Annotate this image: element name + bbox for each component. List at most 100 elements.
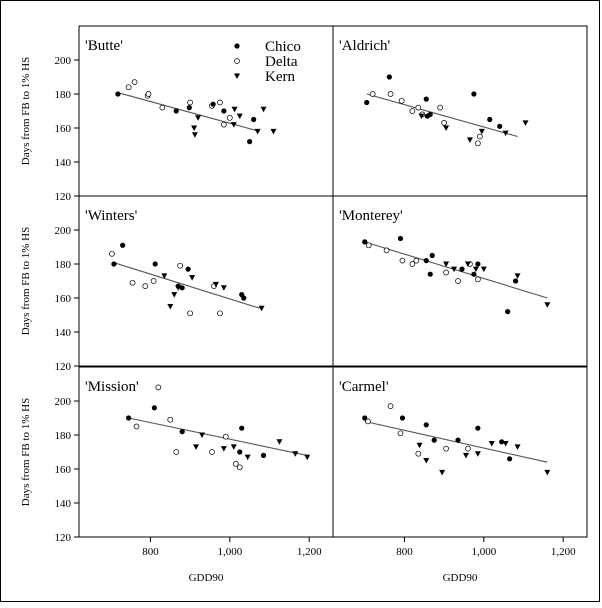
point-delta (177, 262, 184, 269)
panel-title: 'Butte' (85, 38, 123, 54)
x-tick-label: 800 (396, 546, 413, 558)
point-kern (502, 130, 509, 137)
panel-title: 'Monterey' (339, 208, 403, 224)
point-kern (212, 281, 219, 288)
point-delta (437, 104, 444, 111)
point-delta (217, 99, 223, 106)
point-kern (236, 113, 243, 120)
point-delta (187, 99, 193, 106)
y-axis-label: Days from FB to 1% HS (20, 57, 32, 165)
x-tick-label: 1,200 (551, 546, 576, 558)
point-chico (505, 309, 511, 315)
point-chico (507, 456, 513, 462)
point-kern (231, 106, 238, 113)
y-axis-label: Days from FB to 1% HS (20, 398, 32, 506)
point-kern (514, 444, 521, 450)
point-chico (487, 116, 493, 123)
point-kern (161, 273, 168, 279)
legend-marker-kern (234, 73, 240, 79)
trend-line (112, 261, 260, 309)
point-delta (159, 104, 166, 111)
point-chico (237, 449, 243, 455)
point-chico (423, 96, 429, 102)
point-chico (397, 235, 404, 242)
point-delta (441, 120, 447, 126)
point-delta (415, 450, 422, 457)
point-kern (488, 441, 495, 447)
point-chico (221, 108, 227, 114)
point-chico (431, 437, 437, 443)
y-tick-label: 160 (55, 293, 72, 305)
point-delta (383, 247, 390, 254)
y-tick-label: 140 (55, 327, 72, 339)
y-tick-label: 180 (55, 89, 72, 101)
point-chico (386, 74, 392, 80)
point-kern (189, 275, 196, 281)
point-delta (217, 310, 223, 317)
x-axis-label: GDD90 (189, 572, 224, 584)
point-chico (362, 415, 368, 421)
panel-title: 'Carmel' (339, 379, 389, 395)
legend-label: Chico (265, 39, 301, 55)
point-chico (455, 437, 461, 443)
point-chico (459, 266, 465, 272)
point-kern (478, 128, 485, 135)
point-kern (276, 439, 283, 445)
x-tick-label: 1,000 (471, 546, 496, 558)
y-tick-label: 140 (55, 157, 72, 169)
point-delta (409, 261, 416, 267)
panel-title: 'Winters' (85, 208, 138, 224)
y-tick-label: 200 (55, 55, 72, 67)
x-axis-label: GDD90 (443, 572, 478, 584)
point-delta (443, 269, 449, 276)
point-delta (232, 461, 239, 467)
y-tick-label: 120 (55, 191, 72, 203)
point-kern (464, 261, 471, 267)
y-tick-label: 200 (55, 225, 72, 237)
point-kern (244, 454, 251, 461)
point-delta (455, 278, 461, 284)
point-delta (475, 276, 481, 283)
point-chico (497, 123, 503, 129)
point-delta (415, 104, 422, 111)
panel-frame (332, 195, 588, 367)
point-chico (151, 405, 158, 411)
point-kern (544, 469, 551, 476)
point-kern (416, 442, 423, 449)
legend-label: Kern (265, 69, 295, 85)
point-chico (251, 116, 257, 123)
point-chico (475, 425, 481, 431)
point-delta (443, 445, 449, 452)
legend-marker-delta (234, 58, 240, 64)
point-chico (179, 285, 185, 291)
point-kern (443, 261, 450, 267)
point-chico (210, 101, 216, 107)
point-kern (480, 266, 487, 273)
point-chico (152, 261, 158, 267)
point-chico (423, 258, 429, 264)
point-chico (111, 261, 117, 267)
y-axis-label: Days from FB to 1% HS (20, 227, 32, 335)
point-kern (258, 305, 265, 312)
point-kern (522, 120, 529, 126)
point-kern (423, 458, 430, 464)
point-delta (187, 310, 193, 317)
point-kern (195, 115, 202, 121)
point-delta (129, 279, 136, 286)
point-kern (220, 446, 227, 452)
point-chico (175, 283, 181, 289)
point-kern (418, 113, 425, 120)
point-delta (226, 114, 233, 121)
point-kern (191, 125, 198, 131)
point-chico (364, 99, 370, 106)
y-tick-label: 200 (55, 396, 72, 408)
point-delta (369, 91, 376, 97)
point-delta (398, 97, 405, 104)
point-delta (131, 79, 138, 85)
point-chico (173, 108, 179, 114)
point-kern (474, 451, 481, 457)
point-delta (222, 433, 229, 440)
y-tick-label: 180 (55, 259, 72, 271)
point-chico (120, 242, 126, 248)
